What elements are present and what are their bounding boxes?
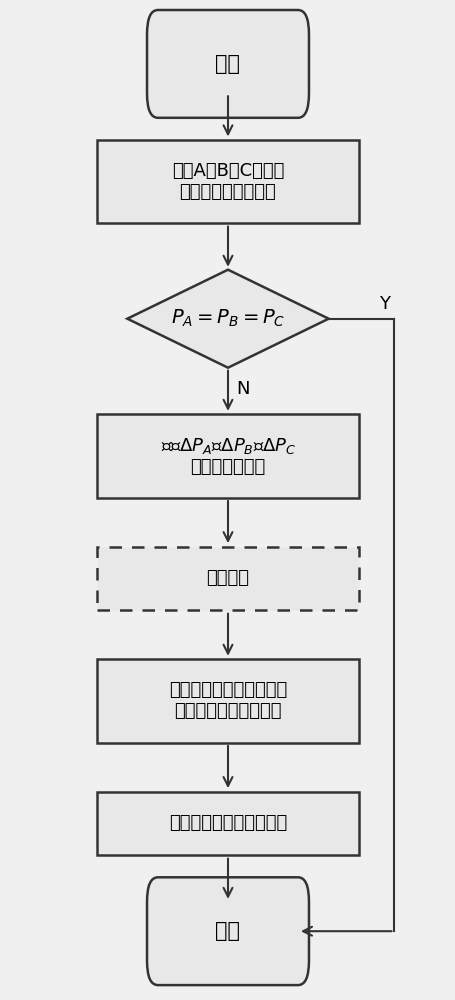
Text: 动作的换相开关编号置末: 动作的换相开关编号置末 — [168, 814, 287, 832]
Text: 计算Δ$P_A$、Δ$P_B$、Δ$P_C$
以及相关调整量: 计算Δ$P_A$、Δ$P_B$、Δ$P_C$ 以及相关调整量 — [160, 436, 295, 476]
FancyBboxPatch shape — [147, 10, 308, 118]
FancyBboxPatch shape — [96, 659, 359, 743]
FancyBboxPatch shape — [96, 792, 359, 855]
Text: N: N — [235, 380, 249, 398]
Text: Y: Y — [378, 295, 389, 313]
Text: 测量A、B、C相的有
功功率的大小及方向: 测量A、B、C相的有 功功率的大小及方向 — [172, 162, 283, 201]
Text: 控制策略: 控制策略 — [206, 569, 249, 587]
FancyBboxPatch shape — [147, 877, 308, 985]
Text: 确定需要动作的换相开关
组合以及负荷转移方向: 确定需要动作的换相开关 组合以及负荷转移方向 — [168, 682, 287, 720]
Text: 开始: 开始 — [215, 54, 240, 74]
FancyBboxPatch shape — [96, 414, 359, 498]
FancyBboxPatch shape — [96, 547, 359, 610]
Text: 结束: 结束 — [215, 921, 240, 941]
FancyBboxPatch shape — [96, 140, 359, 223]
Polygon shape — [127, 270, 328, 368]
Text: $P_A=P_B=P_C$: $P_A=P_B=P_C$ — [171, 308, 284, 329]
